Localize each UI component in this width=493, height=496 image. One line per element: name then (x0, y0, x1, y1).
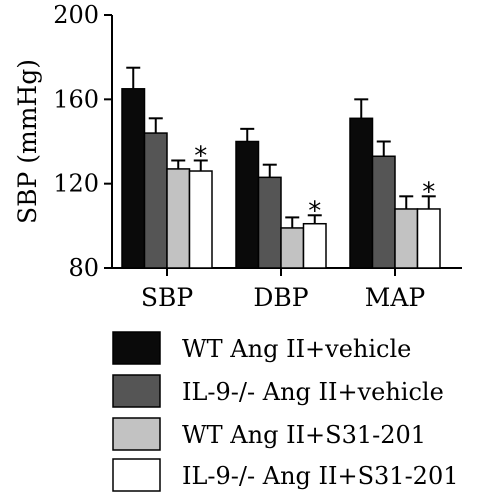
bar-dbp-2 (280, 227, 305, 269)
bar-sbp-2 (166, 168, 191, 269)
bar-map-3 (416, 208, 441, 269)
legend-swatch-0 (112, 331, 161, 365)
significance-mark-map: * (422, 177, 435, 207)
bar-dbp-1 (257, 176, 282, 269)
y-tick-label-120: 120 (53, 170, 99, 198)
y-tick-label-200: 200 (53, 1, 99, 29)
bar-map-2 (394, 208, 419, 269)
bar-dbp-3 (302, 222, 327, 269)
bar-map-0 (349, 117, 374, 269)
bar-map-1 (371, 155, 396, 269)
legend-swatch-3 (112, 458, 161, 492)
legend-label-3: IL-9-/- Ang II+S31-201 (182, 462, 458, 490)
x-tick-label-dbp: DBP (253, 283, 308, 312)
bar-sbp-0 (121, 88, 146, 269)
significance-mark-sbp: * (194, 141, 207, 171)
x-tick-label-map: MAP (365, 283, 425, 312)
legend-label-0: WT Ang II+vehicle (182, 335, 411, 363)
y-tick-label-160: 160 (53, 85, 99, 113)
significance-mark-dbp: * (308, 196, 321, 226)
plot-area: 80 120 160 200 SBP (mmHg) SBP DBP MAP * * * (13, 1, 462, 312)
legend-swatch-2 (112, 417, 161, 451)
bar-sbp-3 (188, 170, 213, 269)
legend-label-2: WT Ang II+S31-201 (182, 421, 426, 449)
bar-dbp-0 (235, 140, 260, 269)
legend-swatch-1 (112, 374, 161, 408)
bar-sbp-1 (143, 132, 168, 269)
x-tick-label-sbp: SBP (141, 283, 193, 312)
legend: WT Ang II+vehicle IL-9-/- Ang II+vehicle W… (112, 331, 458, 492)
y-axis-title: SBP (mmHg) (13, 59, 42, 224)
y-tick-label-80: 80 (68, 254, 99, 282)
legend-label-1: IL-9-/- Ang II+vehicle (182, 378, 444, 406)
